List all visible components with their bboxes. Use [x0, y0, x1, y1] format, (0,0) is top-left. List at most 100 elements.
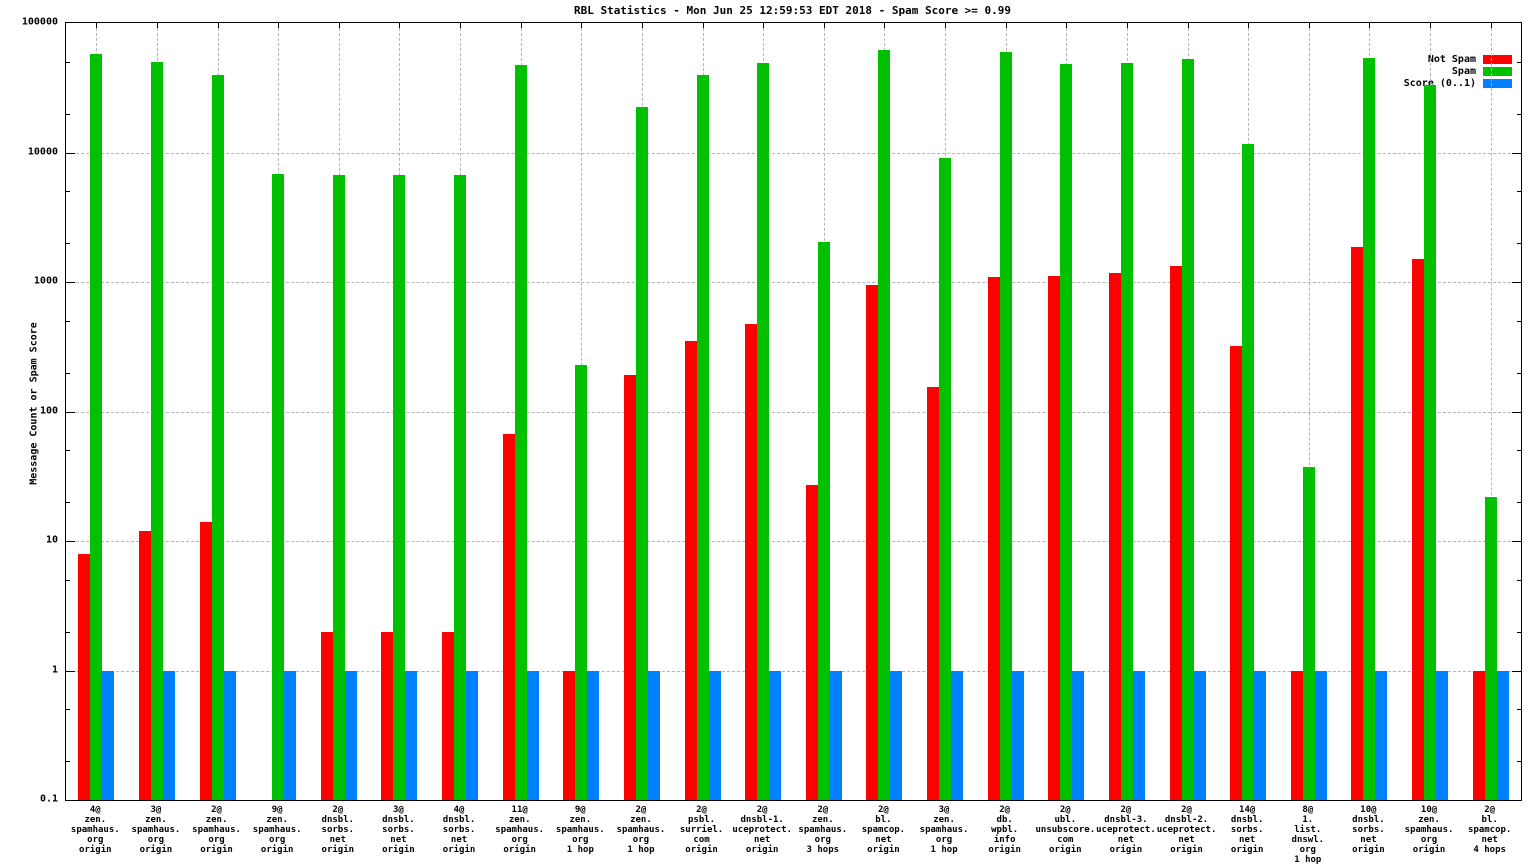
- y-tick-left: [66, 243, 70, 245]
- legend-entry-score: Score (0..1): [1404, 78, 1512, 89]
- h-gridline: [66, 282, 1521, 283]
- x-tick-top: [96, 23, 98, 28]
- bar-spam: [878, 49, 891, 800]
- y-tick-right: [1512, 541, 1521, 542]
- y-tick-right: [1517, 450, 1521, 452]
- y-axis-title: Message Count or Spam Score: [28, 322, 40, 485]
- x-tick-label: 8@ 1. list. dnswl. org 1 hop: [1291, 805, 1325, 865]
- x-tick-top: [1308, 23, 1310, 28]
- bar-not-spam: [1108, 272, 1121, 800]
- x-tick-top: [1430, 23, 1432, 28]
- bar-score: [526, 670, 539, 800]
- bar-not-spam: [1351, 246, 1364, 800]
- bar-spam: [575, 364, 588, 800]
- x-tick-top: [278, 23, 280, 28]
- bar-not-spam: [684, 341, 697, 800]
- bar-spam: [1484, 496, 1497, 800]
- legend-entry-spam: Spam: [1452, 66, 1512, 77]
- bar-score: [1436, 670, 1449, 800]
- bar-not-spam: [805, 485, 818, 800]
- bar-not-spam: [442, 631, 455, 800]
- bar-score: [587, 670, 600, 800]
- y-tick-left: [66, 411, 75, 413]
- bar-spam: [1120, 62, 1133, 800]
- x-tick-label: 11@ zen. spamhaus. org origin: [495, 805, 545, 855]
- x-tick-top: [1066, 23, 1068, 28]
- legend-label-score: Score (0..1): [1403, 78, 1476, 89]
- x-tick-top: [884, 23, 886, 28]
- bar-spam: [211, 74, 224, 800]
- y-tick-left: [66, 709, 70, 711]
- bar-not-spam: [623, 375, 636, 800]
- x-tick-top: [1005, 23, 1007, 28]
- y-tick-left: [66, 61, 70, 63]
- bar-not-spam: [320, 631, 333, 800]
- bar-not-spam: [138, 530, 151, 800]
- y-tick-left: [66, 282, 75, 283]
- bar-score: [1314, 670, 1327, 800]
- x-tick-label: 2@ bl. spamcop. net origin: [861, 805, 906, 855]
- bar-spam: [454, 175, 467, 800]
- x-tick-label: 2@ dnsbl. sorbs. net origin: [321, 805, 355, 855]
- h-gridline: [66, 152, 1521, 154]
- legend-swatch-not-spam: [1483, 55, 1512, 64]
- bar-score: [466, 670, 479, 800]
- y-tick-left: [66, 579, 70, 581]
- y-tick-right: [1512, 152, 1521, 154]
- x-tick-top: [641, 23, 643, 28]
- v-gridline: [1308, 23, 1310, 800]
- y-tick-left: [66, 113, 70, 115]
- y-tick-right: [1512, 411, 1521, 413]
- y-tick-label: 10000: [27, 146, 58, 157]
- bar-score: [1254, 670, 1267, 800]
- bar-spam: [1363, 57, 1376, 800]
- y-tick-left: [66, 800, 75, 801]
- x-tick-label: 4@ dnsbl. sorbs. net origin: [442, 805, 476, 855]
- x-tick-label: 2@ dnsbl-2. uceprotect. net origin: [1156, 805, 1217, 855]
- y-tick-label: 100000: [21, 16, 58, 28]
- legend-label-not-spam: Not Spam: [1427, 54, 1476, 65]
- x-tick-label: 3@ zen. spamhaus. org origin: [131, 805, 181, 855]
- x-tick-label: 2@ dnsbl-1. uceprotect. net origin: [732, 805, 792, 855]
- bar-score: [1496, 670, 1509, 800]
- bar-not-spam: [1472, 670, 1485, 800]
- legend-entry-not-spam: Not Spam: [1428, 54, 1512, 65]
- bar-not-spam: [502, 434, 515, 800]
- x-tick-top: [1187, 23, 1189, 28]
- legend-swatch-spam: [1483, 67, 1512, 76]
- bar-spam: [90, 53, 103, 800]
- y-tick-right: [1517, 320, 1521, 322]
- bar-score: [769, 670, 782, 800]
- bar-spam: [1181, 58, 1194, 800]
- x-tick-top: [520, 23, 522, 28]
- bar-spam: [150, 61, 163, 800]
- x-tick-label: 2@ zen. spamhaus. org 3 hops: [798, 805, 848, 855]
- bar-spam: [696, 74, 709, 800]
- bar-score: [1132, 670, 1145, 800]
- x-tick-top: [338, 23, 340, 28]
- bar-spam: [757, 63, 770, 800]
- bar-score: [829, 670, 842, 800]
- x-tick-top: [1126, 23, 1128, 28]
- bar-score: [405, 670, 418, 800]
- bar-not-spam: [987, 276, 1000, 800]
- y-tick-right: [1517, 631, 1521, 633]
- x-tick-top: [460, 23, 462, 28]
- x-tick-label: 4@ zen. spamhaus. org origin: [70, 805, 120, 855]
- bar-spam: [1424, 84, 1437, 800]
- y-tick-left: [66, 320, 70, 322]
- y-tick-left: [66, 541, 75, 542]
- h-gridline: [66, 411, 1521, 413]
- bar-spam: [514, 65, 527, 800]
- x-tick-top: [156, 23, 158, 28]
- y-tick-right: [1517, 191, 1521, 193]
- y-tick-right: [1517, 709, 1521, 711]
- x-tick-label: 2@ bl. spamcop. net 4 hops: [1468, 805, 1512, 855]
- x-tick-label: 2@ zen. spamhaus. org 1 hop: [616, 805, 666, 855]
- y-tick-right: [1517, 61, 1521, 63]
- x-tick-label: 10@ zen. spamhaus. org origin: [1404, 805, 1454, 855]
- bar-spam: [393, 175, 406, 800]
- x-tick-label: 3@ zen. spamhaus. org 1 hop: [919, 805, 969, 855]
- bar-score: [647, 670, 660, 800]
- x-tick-label: 3@ dnsbl. sorbs. net origin: [382, 805, 415, 855]
